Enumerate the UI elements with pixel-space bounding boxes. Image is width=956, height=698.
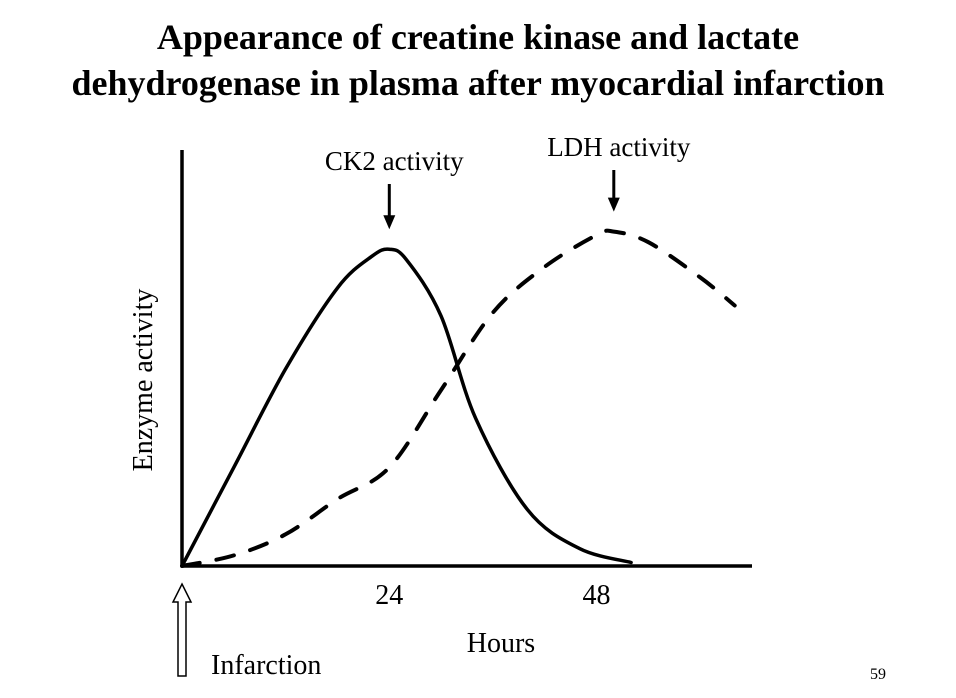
x-tick-labels: 24 48 xyxy=(375,580,610,611)
hollow-up-arrow-icon xyxy=(171,582,193,677)
annotation-ldh-activity-label: LDH activity xyxy=(547,132,691,162)
slide-title-line-1: Appearance of creatine kinase and lactat… xyxy=(156,17,800,57)
annotation-ck2-activity-label: CK2 activity xyxy=(325,146,464,176)
annotation-ck2-activity: CK2 activity xyxy=(325,146,464,230)
down-arrow-icon xyxy=(383,215,396,230)
annotation-infarction: Infarction xyxy=(171,582,321,681)
annotations: CK2 activity LDH activity Infarction xyxy=(171,132,691,681)
annotation-ldh-activity: LDH activity xyxy=(547,132,691,212)
series-ldh-activity-curve xyxy=(180,228,737,568)
series-layer xyxy=(180,228,737,568)
axes xyxy=(180,150,752,568)
x-axis-label: Hours xyxy=(467,628,535,659)
down-arrow-icon xyxy=(607,197,620,212)
annotation-infarction-label: Infarction xyxy=(211,650,321,681)
axis-labels: Hours Enzyme activity xyxy=(128,289,535,659)
y-axis-label: Enzyme activity xyxy=(128,289,159,472)
slide-title: Appearance of creatine kinase and lactat… xyxy=(0,14,956,106)
x-tick-label-24: 24 xyxy=(375,580,403,611)
x-tick-label-48: 48 xyxy=(583,580,611,611)
slide-title-line-2: dehydrogenase in plasma after myocardial… xyxy=(71,63,885,103)
series-ck2-activity-curve xyxy=(180,247,633,568)
page-number: 59 xyxy=(870,666,886,683)
